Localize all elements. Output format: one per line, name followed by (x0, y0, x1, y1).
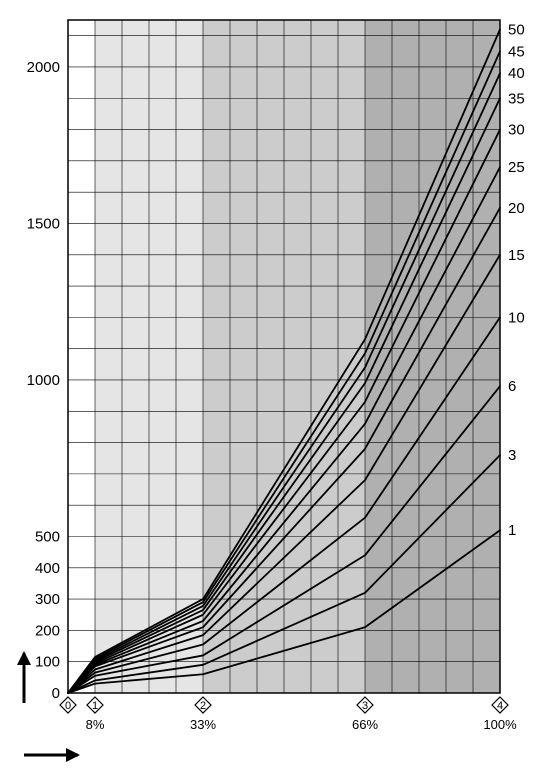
line-family-chart: 1361015202530354045500100200300400500100… (0, 0, 535, 782)
y-tick-300: 300 (35, 591, 60, 608)
series-label-1: 1 (508, 522, 516, 539)
y-tick-200: 200 (35, 622, 60, 639)
x-marker-pct-1: 8% (86, 717, 105, 732)
x-marker-num-4: 4 (497, 700, 503, 712)
band-3 (365, 20, 500, 693)
series-label-3: 3 (508, 447, 516, 464)
x-marker-num-0: 0 (65, 700, 71, 712)
x-marker-pct-2: 33% (190, 717, 216, 732)
x-marker-pct-4: 100% (483, 717, 517, 732)
y-tick-2000: 2000 (27, 59, 60, 76)
x-marker-num-2: 2 (200, 700, 206, 712)
series-label-15: 15 (508, 247, 525, 264)
x-marker-num-3: 3 (362, 700, 368, 712)
x-marker-pct-3: 66% (352, 717, 378, 732)
y-tick-100: 100 (35, 654, 60, 671)
y-tick-0: 0 (52, 685, 60, 702)
x-axis-arrowhead (66, 748, 80, 762)
series-label-50: 50 (508, 21, 525, 38)
series-label-40: 40 (508, 65, 525, 82)
y-tick-1500: 1500 (27, 215, 60, 232)
x-marker-num-1: 1 (92, 700, 98, 712)
series-label-30: 30 (508, 122, 525, 139)
series-label-35: 35 (508, 90, 525, 107)
y-axis-arrowhead (17, 651, 31, 665)
y-tick-400: 400 (35, 560, 60, 577)
series-label-25: 25 (508, 159, 525, 176)
band-0 (68, 20, 95, 693)
y-tick-500: 500 (35, 528, 60, 545)
series-label-10: 10 (508, 309, 525, 326)
series-label-45: 45 (508, 43, 525, 60)
y-tick-1000: 1000 (27, 372, 60, 389)
series-label-20: 20 (508, 200, 525, 217)
series-label-6: 6 (508, 378, 516, 395)
